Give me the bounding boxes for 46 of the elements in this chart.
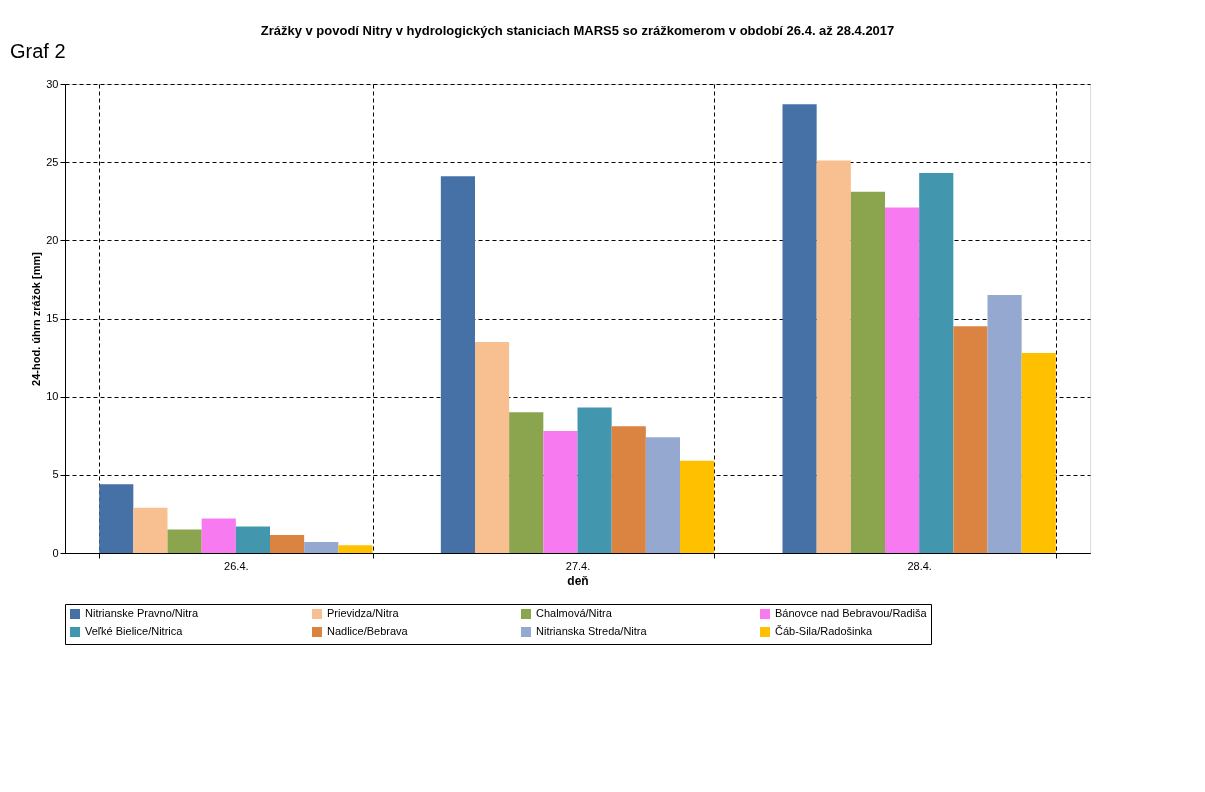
x-tick-label: 27.4.: [565, 559, 591, 572]
legend-label: Veľké Bielice/Nitrica: [85, 625, 184, 637]
x-tick-label: 28.4.: [907, 559, 932, 572]
y-tick-label: 5: [52, 468, 59, 481]
chart-title: Zrážky v povodí Nitry v hydrologických staniciach MARS5 so zrážkomerom v období 26.4. až 28.4.2017: [260, 23, 895, 38]
bar: [338, 545, 373, 553]
legend-label: Prievidza/Nitra: [327, 607, 400, 619]
y-axis-title: 24-hod. úhrn zrážok [mm]: [30, 251, 43, 386]
bar: [577, 407, 612, 553]
bar: [987, 295, 1022, 553]
legend-label: Nitrianske Pravno/Nitra: [85, 607, 199, 619]
bar: [235, 526, 270, 553]
legend-label: Chalmová/Nitra: [536, 607, 613, 619]
y-tick-label: 10: [46, 390, 59, 403]
bar: [782, 104, 817, 553]
x-axis-title: deň: [567, 573, 589, 588]
y-tick-label: 0: [52, 546, 59, 559]
bar: [201, 518, 236, 553]
bar: [611, 426, 646, 553]
bar: [133, 507, 168, 553]
bar: [850, 191, 885, 553]
bar: [304, 542, 339, 553]
bar: [167, 529, 202, 553]
bar: [680, 460, 715, 553]
bar: [1021, 352, 1056, 553]
legend-label: Bánovce nad Bebravou/Radiša: [775, 607, 928, 619]
bar: [270, 535, 305, 553]
y-tick-label: 30: [46, 77, 59, 90]
x-tick-label: 26.4.: [224, 559, 249, 572]
bar: [645, 437, 680, 553]
bar: [919, 173, 954, 553]
bar: [475, 341, 510, 553]
bar: [99, 484, 134, 553]
y-tick-label: 25: [46, 155, 59, 168]
bar: [440, 176, 475, 553]
legend-label: Nitrianska Streda/Nitra: [536, 625, 648, 637]
bar: [509, 412, 544, 553]
y-tick-label: 20: [46, 233, 59, 246]
bar: [953, 326, 988, 553]
bar: [543, 431, 578, 553]
text: Graf 2: [10, 40, 66, 62]
legend-label: Čáb-Sila/Radošinka: [775, 625, 874, 637]
y-tick-label: 15: [46, 312, 59, 324]
bar: [816, 160, 851, 553]
bar: [885, 207, 920, 553]
legend-label: Nadlice/Bebrava: [327, 625, 409, 637]
